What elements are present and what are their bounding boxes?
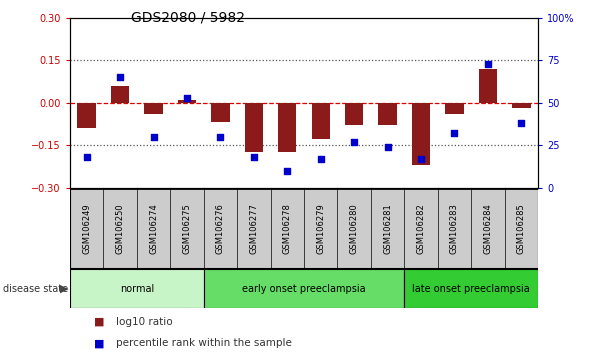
- Text: GSM106279: GSM106279: [316, 203, 325, 254]
- Text: ■: ■: [94, 317, 105, 327]
- Text: ■: ■: [94, 338, 105, 348]
- Text: GSM106250: GSM106250: [116, 203, 125, 254]
- Point: [349, 139, 359, 144]
- Bar: [311, 103, 330, 139]
- Text: log10 ratio: log10 ratio: [116, 317, 172, 327]
- Bar: [244, 103, 263, 152]
- Bar: [77, 103, 96, 128]
- Bar: [211, 103, 230, 122]
- Text: disease state: disease state: [3, 284, 68, 293]
- Point: [282, 168, 292, 173]
- Point: [383, 144, 393, 150]
- Bar: [111, 86, 130, 103]
- Point: [316, 156, 326, 161]
- Point: [148, 134, 158, 139]
- Text: early onset preeclampsia: early onset preeclampsia: [242, 284, 366, 293]
- Bar: [478, 69, 497, 103]
- Text: normal: normal: [120, 284, 154, 293]
- Bar: [412, 103, 430, 165]
- Text: GSM106285: GSM106285: [517, 203, 526, 254]
- Text: GSM106249: GSM106249: [82, 203, 91, 254]
- Text: GSM106280: GSM106280: [350, 203, 359, 254]
- Point: [249, 154, 259, 160]
- Point: [115, 74, 125, 80]
- Bar: [378, 103, 397, 125]
- Text: GSM106283: GSM106283: [450, 203, 459, 254]
- Bar: [70, 269, 204, 308]
- Point: [215, 134, 225, 139]
- Text: GSM106282: GSM106282: [416, 203, 426, 254]
- Text: GSM106274: GSM106274: [149, 203, 158, 254]
- Point: [483, 61, 493, 67]
- Bar: [404, 269, 538, 308]
- Text: GSM106278: GSM106278: [283, 203, 292, 254]
- Text: GSM106277: GSM106277: [249, 203, 258, 254]
- Text: GSM106275: GSM106275: [182, 203, 192, 254]
- Bar: [278, 103, 297, 152]
- Point: [517, 120, 527, 126]
- Text: percentile rank within the sample: percentile rank within the sample: [116, 338, 291, 348]
- Text: GSM106284: GSM106284: [483, 203, 492, 254]
- Bar: [178, 100, 196, 103]
- Point: [81, 154, 91, 160]
- Bar: [144, 103, 163, 114]
- Bar: [204, 269, 404, 308]
- Text: ▶: ▶: [60, 284, 68, 293]
- Bar: [445, 103, 464, 114]
- Point: [416, 156, 426, 161]
- Point: [182, 95, 192, 101]
- Text: GSM106281: GSM106281: [383, 203, 392, 254]
- Text: GSM106276: GSM106276: [216, 203, 225, 254]
- Text: late onset preeclampsia: late onset preeclampsia: [412, 284, 530, 293]
- Bar: [512, 103, 531, 108]
- Bar: [345, 103, 364, 125]
- Point: [449, 130, 460, 136]
- Text: GDS2080 / 5982: GDS2080 / 5982: [131, 11, 244, 25]
